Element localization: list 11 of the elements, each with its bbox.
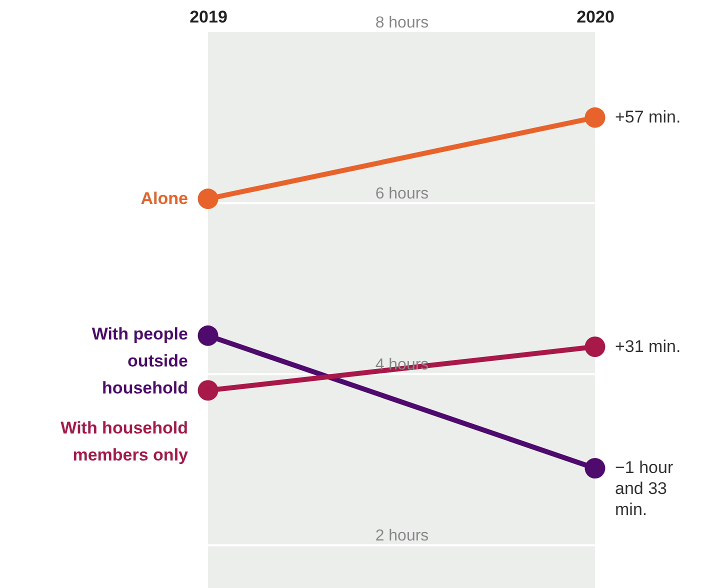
x-tick-label: 2019 <box>190 8 228 26</box>
annotation: −1 hour and 33 min. <box>615 458 674 520</box>
y-tick-label: 8 hours <box>375 14 429 32</box>
y-tick-label: 6 hours <box>375 186 429 203</box>
series-label: Alone <box>140 188 188 208</box>
series-label: With household members only <box>60 418 189 464</box>
annotation: +57 min. <box>615 108 681 127</box>
series-label: With people outside household <box>92 324 188 398</box>
annotation: +31 min. <box>615 336 681 356</box>
x-tick-label: 2020 <box>576 8 614 26</box>
y-tick-label: 2 hours <box>375 528 429 545</box>
